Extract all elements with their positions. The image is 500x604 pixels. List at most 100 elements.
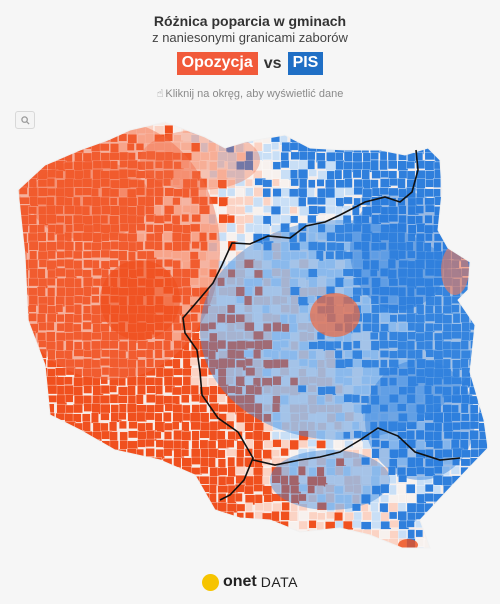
gmina-cell[interactable]	[451, 170, 464, 182]
gmina-cell[interactable]	[263, 143, 272, 153]
gmina-cell[interactable]	[109, 440, 119, 451]
gmina-cell[interactable]	[20, 367, 30, 377]
gmina-cell[interactable]	[118, 386, 129, 396]
gmina-cell[interactable]	[361, 385, 370, 395]
gmina-cell[interactable]	[101, 512, 111, 523]
gmina-cell[interactable]	[416, 413, 425, 422]
gmina-cell[interactable]	[101, 537, 112, 548]
gmina-cell[interactable]	[398, 322, 407, 332]
gmina-cell[interactable]	[488, 269, 496, 278]
gmina-cell[interactable]	[39, 558, 48, 565]
gmina-cell[interactable]	[479, 125, 488, 136]
gmina-cell[interactable]	[433, 529, 442, 539]
gmina-cell[interactable]	[208, 124, 220, 136]
gmina-cell[interactable]	[74, 116, 84, 125]
gmina-cell[interactable]	[307, 332, 315, 341]
gmina-cell[interactable]	[335, 539, 346, 550]
gmina-cell[interactable]	[47, 558, 55, 565]
gmina-cell[interactable]	[20, 116, 29, 127]
gmina-cell[interactable]	[469, 215, 480, 224]
gmina-cell[interactable]	[468, 133, 478, 142]
gmina-cell[interactable]	[226, 511, 235, 522]
gmina-cell[interactable]	[56, 124, 67, 135]
gmina-cell[interactable]	[19, 511, 28, 521]
gmina-cell[interactable]	[91, 188, 99, 197]
gmina-cell[interactable]	[281, 484, 290, 494]
gmina-cell[interactable]	[73, 493, 85, 504]
gmina-cell[interactable]	[110, 484, 123, 494]
gmina-cell[interactable]	[11, 438, 21, 449]
gmina-cell[interactable]	[172, 520, 181, 529]
gmina-cell[interactable]	[299, 511, 311, 521]
gmina-cell[interactable]	[442, 476, 453, 487]
gmina-cell[interactable]	[137, 458, 146, 469]
gmina-cell[interactable]	[200, 511, 212, 520]
gmina-cell[interactable]	[335, 549, 344, 557]
gmina-cell[interactable]	[18, 420, 30, 431]
gmina-cell[interactable]	[325, 187, 337, 199]
gmina-cell[interactable]	[11, 296, 21, 306]
gmina-cell[interactable]	[450, 465, 460, 475]
gmina-cell[interactable]	[127, 503, 139, 512]
gmina-cell[interactable]	[55, 422, 67, 434]
gmina-cell[interactable]	[469, 186, 482, 198]
gmina-cell[interactable]	[11, 529, 22, 537]
gmina-cell[interactable]	[182, 350, 192, 359]
gmina-cell[interactable]	[307, 485, 315, 494]
gmina-cell[interactable]	[20, 547, 31, 557]
gmina-cell[interactable]	[181, 160, 190, 169]
gmina-cell[interactable]	[327, 549, 335, 559]
gmina-cell[interactable]	[172, 556, 183, 564]
gmina-cell[interactable]	[451, 520, 462, 529]
gmina-cell[interactable]	[12, 412, 21, 421]
gmina-cell[interactable]	[298, 493, 307, 502]
gmina-cell[interactable]	[280, 304, 291, 313]
gmina-cell[interactable]	[10, 357, 22, 366]
gmina-cell[interactable]	[209, 476, 218, 487]
gmina-cell[interactable]	[487, 359, 498, 368]
gmina-cell[interactable]	[12, 125, 22, 136]
gmina-cell[interactable]	[10, 116, 22, 125]
gmina-cell[interactable]	[100, 214, 109, 224]
gmina-cell[interactable]	[254, 124, 265, 134]
gmina-cell[interactable]	[137, 475, 147, 486]
gmina-cell[interactable]	[262, 160, 271, 172]
gmina-cell[interactable]	[469, 502, 478, 512]
gmina-cell[interactable]	[127, 538, 138, 549]
gmina-cell[interactable]	[352, 340, 361, 349]
gmina-cell[interactable]	[217, 458, 226, 469]
gmina-cell[interactable]	[388, 295, 398, 304]
gmina-cell[interactable]	[316, 116, 325, 126]
gmina-cell[interactable]	[163, 484, 172, 493]
gmina-cell[interactable]	[380, 125, 390, 137]
gmina-cell[interactable]	[289, 160, 300, 170]
gmina-cell[interactable]	[163, 528, 174, 541]
gmina-cell[interactable]	[478, 341, 488, 350]
gmina-cell[interactable]	[370, 412, 379, 421]
gmina-cell[interactable]	[109, 197, 118, 206]
gmina-cell[interactable]	[37, 494, 46, 502]
gmina-cell[interactable]	[416, 124, 427, 135]
gmina-cell[interactable]	[11, 539, 21, 548]
gmina-cell[interactable]	[479, 133, 490, 141]
gmina-cell[interactable]	[380, 521, 392, 530]
gmina-cell[interactable]	[47, 125, 56, 137]
gmina-cell[interactable]	[453, 558, 462, 565]
gmina-cell[interactable]	[308, 179, 316, 189]
gmina-cell[interactable]	[54, 493, 64, 503]
gmina-cell[interactable]	[37, 232, 47, 242]
gmina-cell[interactable]	[163, 475, 173, 486]
gmina-cell[interactable]	[109, 116, 119, 125]
gmina-cell[interactable]	[451, 178, 461, 189]
gmina-cell[interactable]	[29, 384, 39, 395]
gmina-cell[interactable]	[82, 458, 94, 467]
gmina-cell[interactable]	[37, 511, 48, 521]
gmina-cell[interactable]	[28, 558, 38, 565]
gmina-cell[interactable]	[461, 520, 470, 532]
gmina-cell[interactable]	[362, 312, 372, 323]
gmina-cell[interactable]	[388, 321, 397, 332]
gmina-cell[interactable]	[207, 377, 217, 386]
gmina-cell[interactable]	[28, 530, 37, 540]
gmina-cell[interactable]	[110, 467, 122, 476]
gmina-cell[interactable]	[55, 205, 64, 215]
